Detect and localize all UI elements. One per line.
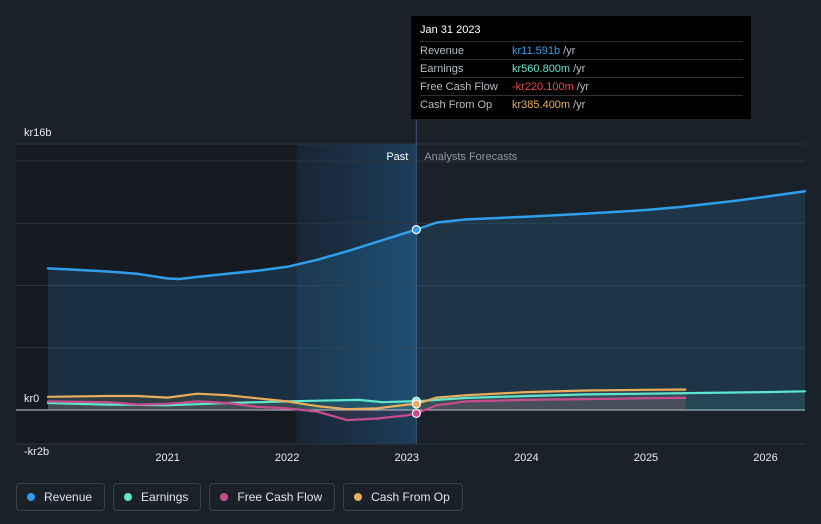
series-line-free-cash-flow <box>46 396 687 422</box>
tooltip-row-free-cash-flow: Free Cash Flow -kr220.100m /yr <box>420 77 743 95</box>
legend-label: Revenue <box>44 490 93 504</box>
y-tick-label: kr16b <box>24 127 52 139</box>
legend-item-revenue[interactable]: Revenue <box>16 483 106 511</box>
marker-revenue <box>411 225 421 235</box>
tooltip-unit: /yr <box>563 44 576 57</box>
legend: Revenue Earnings Free Cash Flow Cash Fro… <box>16 483 463 511</box>
highlight-band <box>296 144 417 444</box>
tooltip-date: Jan 31 2023 <box>420 24 481 36</box>
x-tick-label: 2026 <box>753 452 777 464</box>
tooltip-value: kr560.800m <box>512 62 571 75</box>
tooltip-label: Earnings <box>420 62 464 75</box>
legend-item-earnings[interactable]: Earnings <box>113 483 202 511</box>
tooltip-value: -kr220.100m <box>512 80 574 93</box>
tooltip-unit: /yr <box>576 80 589 93</box>
tooltip-value: kr11.591b <box>512 44 561 57</box>
x-tick-label: 2022 <box>275 452 299 464</box>
x-tick-label: 2025 <box>634 452 658 464</box>
tooltip-unit: /yr <box>573 62 586 75</box>
tooltip-label: Free Cash Flow <box>420 80 498 93</box>
tooltip-label: Revenue <box>420 44 465 57</box>
y-tick-label: kr0 <box>24 393 39 405</box>
x-tick-label: 2021 <box>155 452 179 464</box>
tooltip-row-revenue: Revenue kr11.591b /yr <box>420 41 743 59</box>
tooltip-label: Cash From Op <box>420 98 493 111</box>
series-area-revenue <box>48 191 805 410</box>
series-line-cash-from-op <box>46 388 687 411</box>
y-tick-label: -kr2b <box>24 446 49 458</box>
tooltip: Jan 31 2023 Revenue kr11.591b /yr Earnin… <box>411 16 751 119</box>
legend-dot-icon <box>354 493 363 501</box>
legend-dot-icon <box>220 493 229 501</box>
legend-item-free-cash-flow[interactable]: Free Cash Flow <box>209 483 336 511</box>
legend-label: Earnings <box>141 490 189 504</box>
forecast-label: Analysts Forecasts <box>424 151 517 163</box>
x-tick-label: 2023 <box>395 452 419 464</box>
tooltip-row-cash-from-op: Cash From Op kr385.400m /yr <box>420 95 743 113</box>
marker-cash-from-op <box>411 399 421 409</box>
tooltip-value: kr385.400m <box>512 98 571 111</box>
tooltip-unit: /yr <box>573 98 586 111</box>
tooltip-row-earnings: Earnings kr560.800m /yr <box>420 59 743 77</box>
legend-dot-icon <box>124 493 133 501</box>
series-line-revenue <box>46 190 807 281</box>
legend-dot-icon <box>27 493 35 501</box>
legend-label: Free Cash Flow <box>237 490 323 504</box>
x-tick-label: 2024 <box>514 452 538 464</box>
series-line-earnings <box>46 390 807 407</box>
past-label: Past <box>386 151 408 163</box>
legend-item-cash-from-op[interactable]: Cash From Op <box>343 483 463 511</box>
marker-free-cash-flow <box>411 408 421 419</box>
legend-label: Cash From Op <box>371 490 450 504</box>
